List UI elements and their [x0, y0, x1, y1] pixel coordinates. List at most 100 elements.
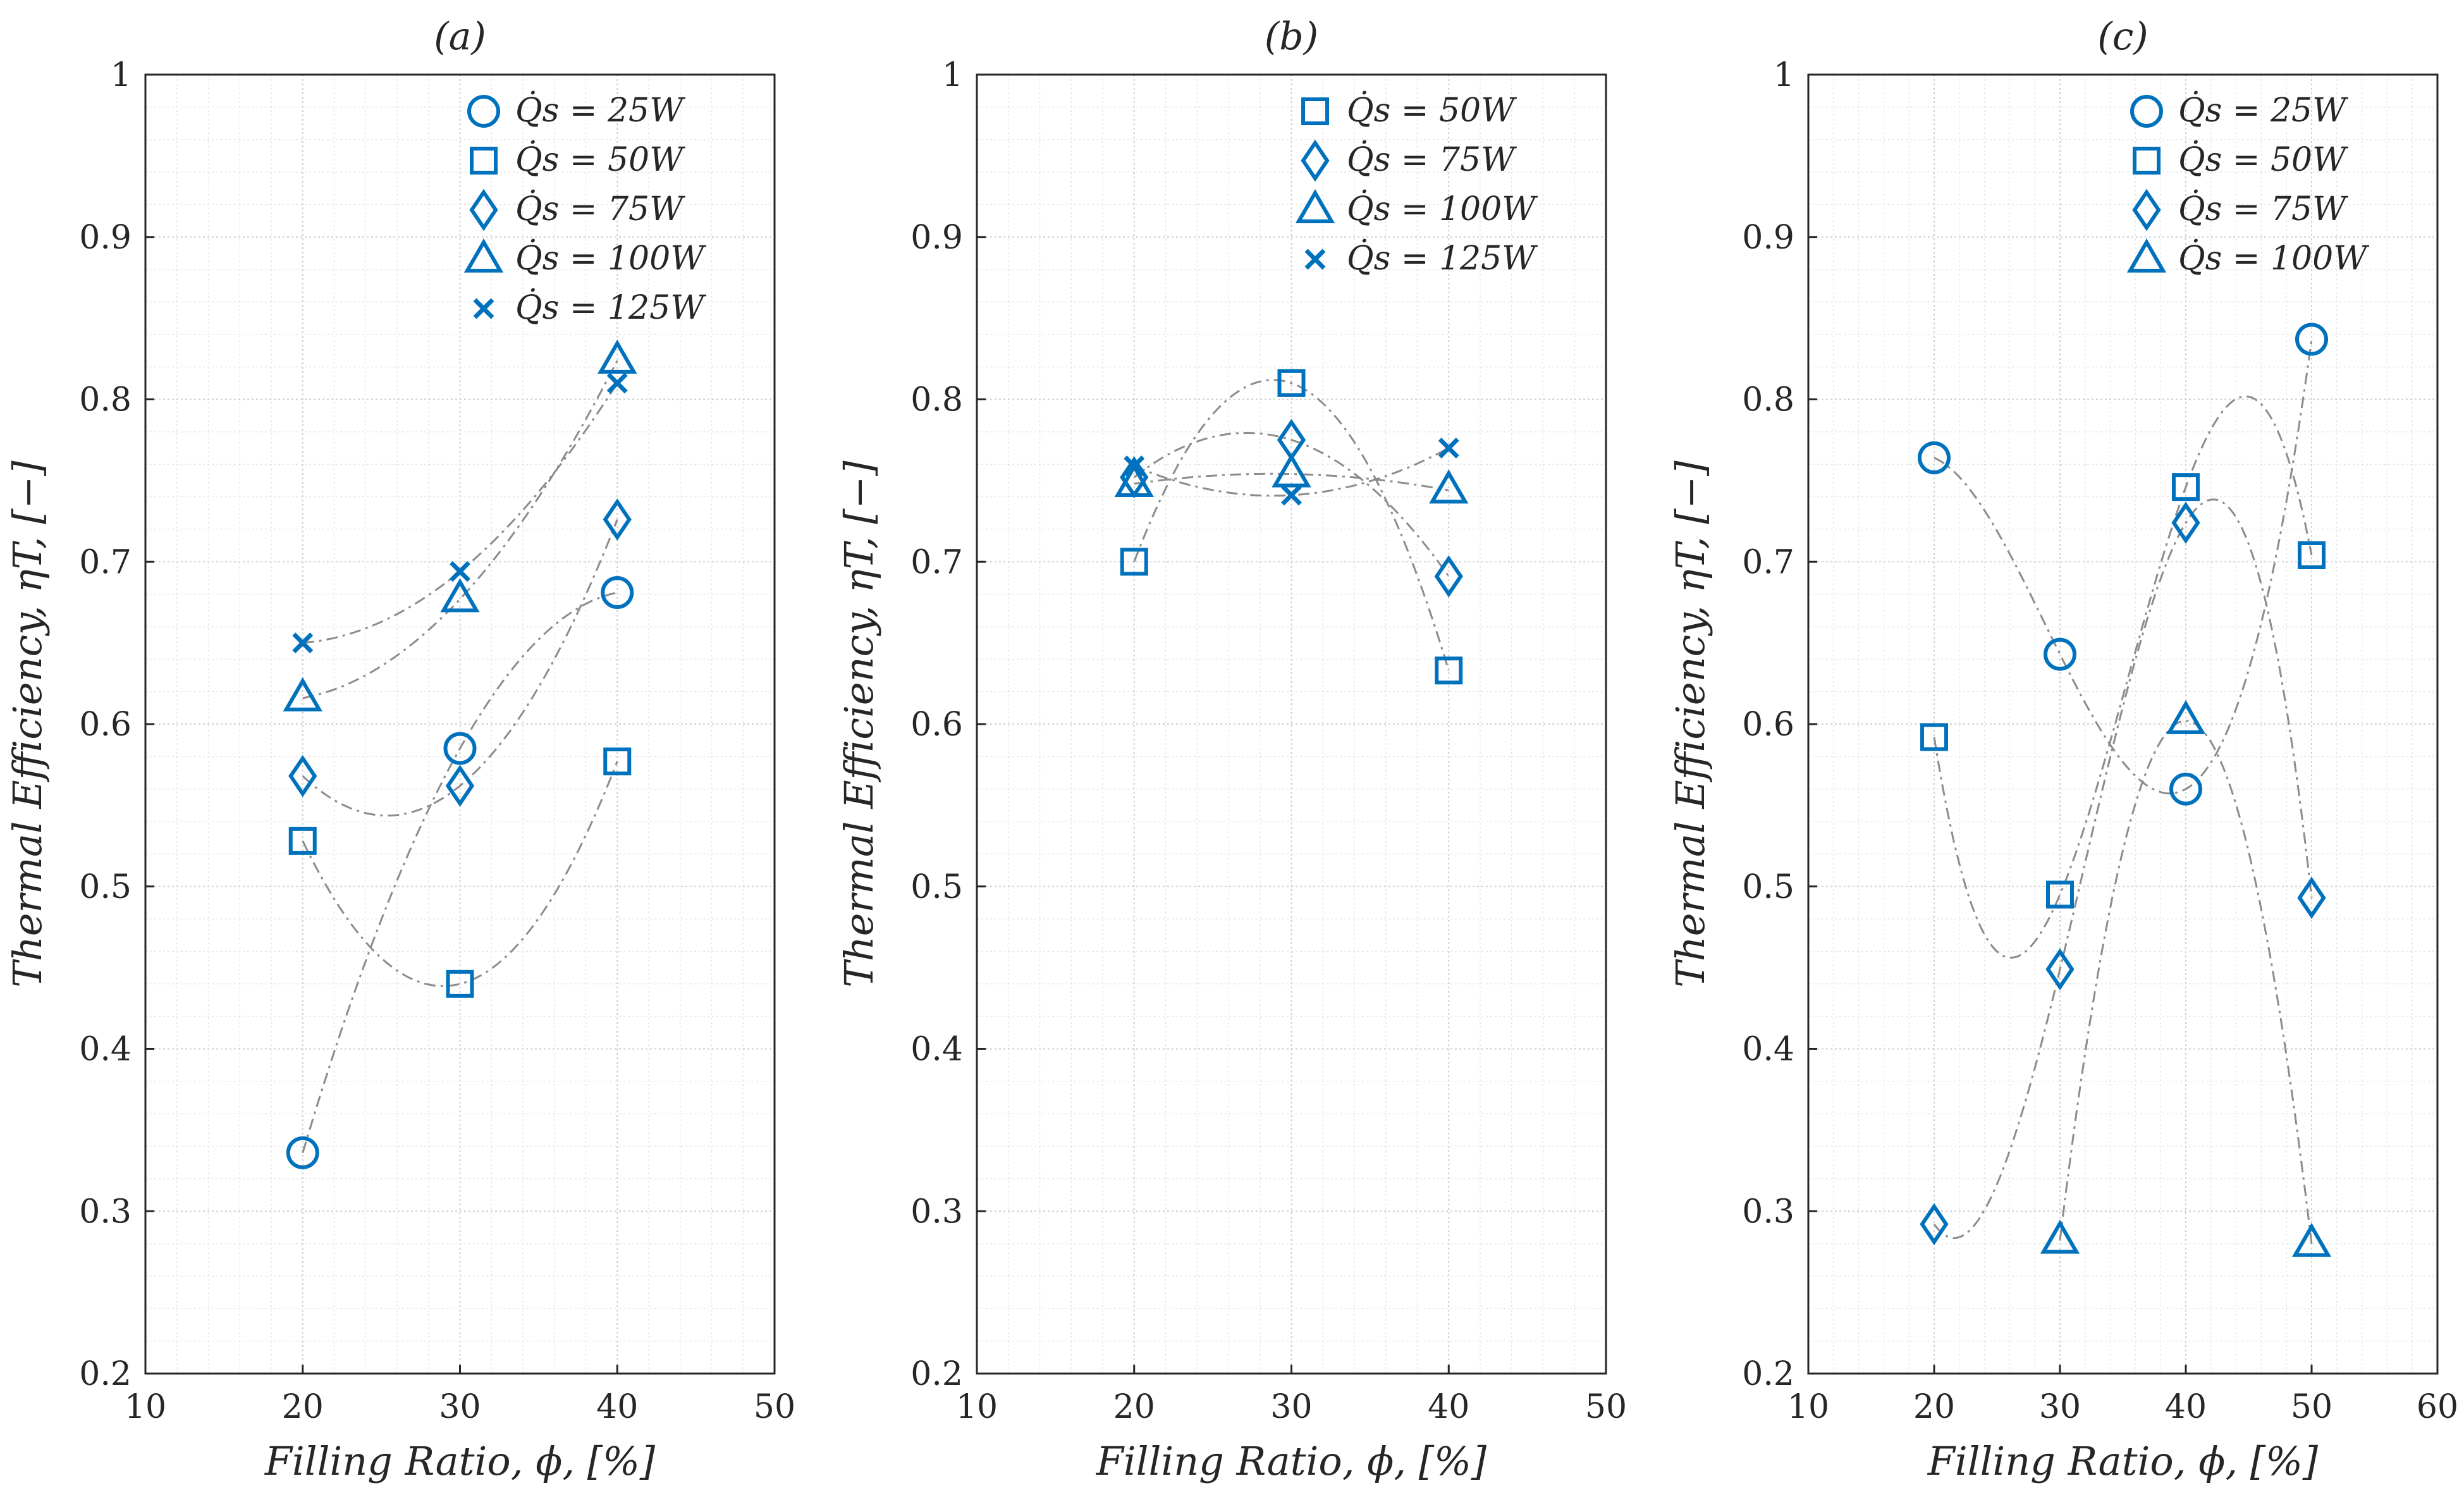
legend-label: Q̇s = 125W: [515, 288, 706, 327]
fit-curve: [302, 519, 618, 817]
y-tick-label: 0.8: [1742, 381, 1794, 419]
fit-curve: [1133, 379, 1450, 671]
data-point-triangle: [1429, 469, 1469, 504]
fit-curve: [1933, 395, 2313, 959]
data-point-cross-stroke-b: [1124, 455, 1145, 477]
fit-curve: [302, 761, 618, 987]
data-point-circle: [2169, 772, 2202, 806]
data-point-cross: [292, 632, 314, 654]
x-tick-label: 30: [2039, 1388, 2081, 1426]
fit-curve: [1933, 498, 2313, 1239]
y-tick-label: 0.7: [910, 543, 963, 581]
panel-b: 10 20 30 40 50 0.2 0.3 0.4 0.5 0.6 0.7 0.8 0.9 1 (b) Fi…: [836, 15, 1627, 1484]
legend-label: Q̇s = 25W: [515, 91, 685, 130]
x-tick-label: 10: [956, 1388, 998, 1426]
y-tick-label: 0.2: [79, 1355, 132, 1393]
data-point-square: [2172, 473, 2200, 501]
legend-label: Q̇s = 50W: [515, 140, 685, 179]
y-tick-label: 0.6: [1742, 706, 1794, 744]
x-tick-label: 40: [2165, 1388, 2207, 1426]
legend-marker-diamond: [1301, 139, 1330, 182]
x-tick-label: 50: [2291, 1388, 2332, 1426]
y-tick-label: 1: [942, 56, 963, 94]
x-tick-label: 30: [1270, 1388, 1312, 1426]
data-point-triangle: [1272, 453, 1311, 488]
data-point-cross: [450, 561, 470, 582]
data-point-triangle: [2291, 1222, 2332, 1257]
legend-marker-triangle: [2126, 238, 2167, 273]
data-point-circle: [2044, 637, 2076, 671]
legend-marker-triangle: [1295, 189, 1335, 223]
fit-curve: [302, 360, 618, 699]
y-tick-label: 0.2: [910, 1355, 963, 1393]
legend-marker-cross: [473, 298, 494, 319]
data-point-circle: [443, 732, 477, 765]
x-tick-label: 30: [439, 1388, 481, 1426]
x-axis-title: Filling Ratio, ϕ, [%]: [1927, 1438, 2319, 1484]
data-point-triangle: [440, 578, 480, 613]
legend-marker-square: [470, 147, 498, 175]
y-tick-label: 0.8: [910, 381, 963, 419]
legend: Q̇s = 25W Q̇s = 50W Q̇s = 75W Q̇s = 100W Q̇s…: [463, 91, 706, 327]
data-point-cross: [606, 372, 628, 394]
legend-label: Q̇s = 125W: [1347, 239, 1538, 278]
legend-marker-cross-stroke-b: [1304, 249, 1326, 270]
data-point-triangle: [283, 677, 322, 711]
data-points: [1114, 369, 1469, 685]
x-tick-label: 10: [1787, 1388, 1829, 1426]
legend: Q̇s = 25W Q̇s = 50W Q̇s = 75W Q̇s = 100W: [2126, 91, 2369, 278]
data-point-diamond: [2297, 877, 2326, 920]
panel-c: 10 20 30 40 50 60 0.2 0.3 0.4 0.5 0.6 0.7 0.8 0.9 1 (c)…: [1667, 15, 2458, 1484]
data-point-square: [446, 969, 474, 998]
data-points: [283, 339, 637, 1169]
panel-a: 10 20 30 40 50 0.2 0.3 0.4 0.5 0.6 0.7 0.8 0.9 1 (a) Fi…: [4, 15, 795, 1484]
data-points: [1918, 323, 2332, 1257]
y-axis-title: Thermal Efficiency, ηT, [−]: [836, 460, 882, 988]
y-tick-label: 0.9: [1742, 219, 1794, 257]
data-point-triangle: [1114, 463, 1154, 498]
data-point-diamond: [603, 498, 632, 541]
x-tick-label: 40: [596, 1388, 638, 1426]
data-point-square: [288, 827, 317, 855]
fit-curve: [302, 591, 618, 1153]
legend-marker-diamond: [2132, 188, 2161, 231]
x-tick-label: 20: [282, 1388, 324, 1426]
data-point-cross: [1438, 438, 1459, 458]
fit-curve: [1134, 472, 1449, 491]
data-point-cross-stroke-b: [606, 372, 628, 394]
x-axis-title: Filling Ratio, ϕ, [%]: [1096, 1438, 1487, 1484]
legend-marker-cross: [1304, 249, 1326, 270]
y-tick-label: 0.3: [1742, 1193, 1794, 1231]
data-point-cross-stroke-b: [292, 632, 314, 654]
data-point-cross: [1124, 455, 1145, 477]
data-point-square: [2046, 880, 2074, 909]
y-tick-label: 0.5: [1742, 868, 1794, 906]
data-point-square: [1120, 548, 1148, 576]
x-tick-label: 20: [1113, 1388, 1155, 1426]
panel-title: (a): [434, 15, 486, 59]
y-tick-label: 0.4: [910, 1031, 963, 1069]
x-tick-label: 40: [1428, 1388, 1469, 1426]
data-point-diamond: [2045, 948, 2075, 991]
panel-title: (c): [2097, 15, 2148, 59]
y-tick-label: 0.3: [910, 1193, 963, 1231]
x-tick-label: 50: [1585, 1388, 1627, 1426]
data-point-square: [2298, 541, 2326, 569]
legend-label: Q̇s = 50W: [2178, 140, 2348, 179]
data-point-cross-stroke-b: [450, 561, 470, 582]
legend-marker-triangle: [463, 238, 504, 273]
legend: Q̇s = 50W Q̇s = 75W Q̇s = 100W Q̇s = 125W: [1295, 91, 1538, 278]
y-tick-label: 1: [111, 56, 132, 94]
legend-marker-cross-stroke-b: [473, 298, 494, 319]
data-point-triangle: [598, 339, 637, 374]
data-point-cross-stroke-b: [1281, 484, 1302, 506]
data-point-diamond: [445, 765, 475, 807]
data-point-diamond: [1434, 555, 1463, 598]
x-tick-label: 10: [125, 1388, 166, 1426]
legend-marker-diamond: [469, 188, 498, 231]
y-tick-label: 0.3: [79, 1193, 132, 1231]
data-point-circle: [286, 1136, 319, 1169]
data-point-cross-stroke-b: [1438, 438, 1459, 458]
legend-marker-square: [2133, 147, 2161, 175]
